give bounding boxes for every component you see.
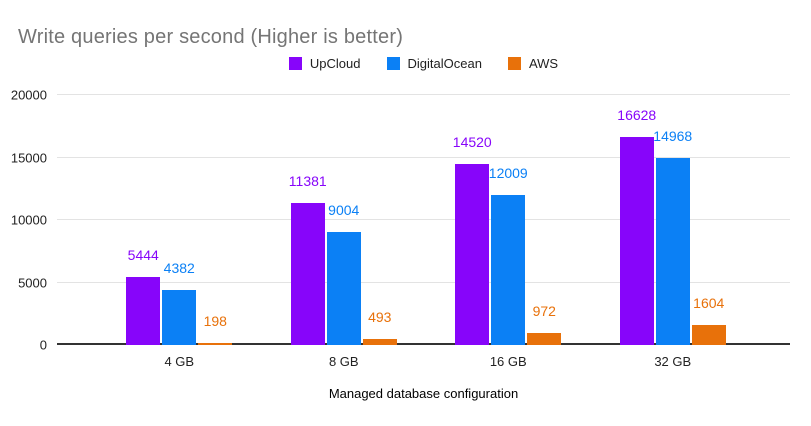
legend-swatch-icon (386, 56, 400, 70)
bar-slot: 16628 (617, 95, 657, 345)
legend-item-upcloud: UpCloud (288, 55, 361, 71)
value-label: 972 (532, 302, 556, 319)
legend-item-digitalocean: DigitalOcean (386, 55, 482, 71)
legend-label: UpCloud (309, 55, 361, 71)
bar-aws (527, 332, 562, 345)
bar-aws (362, 338, 397, 345)
bar-slot: 11381 (288, 95, 327, 345)
bar-upcloud (290, 202, 325, 345)
bar-group-16gb: 14520 12009 972 16 GB (426, 95, 591, 369)
legend-label: AWS (528, 55, 559, 71)
value-label: 4382 (163, 260, 195, 277)
bar-upcloud (619, 137, 654, 345)
bar-slot: 1604 (691, 95, 726, 345)
x-axis-baseline (57, 343, 790, 345)
y-axis-tick-label: 15000 (10, 150, 47, 165)
bar-group-8gb: 11381 9004 493 8 GB (262, 95, 427, 369)
chart-title: Write queries per second (Higher is bett… (18, 26, 404, 48)
value-label: 14968 (653, 127, 693, 144)
bar-slot: 198 (198, 95, 233, 345)
bar-slot: 9004 (326, 95, 361, 345)
bar-upcloud (126, 276, 161, 345)
bar-slot: 12009 (488, 95, 528, 345)
legend-swatch-icon (507, 56, 521, 70)
bar-aws (198, 342, 233, 345)
y-axis-tick-label: 10000 (10, 212, 47, 228)
bar-slot: 972 (527, 95, 562, 345)
value-label: 9004 (328, 202, 360, 219)
plot-area: 5444 4382 198 4 GB 11381 9004 493 8 GB 14520 1200… (11, 89, 790, 369)
bar-digitalocean (655, 157, 690, 345)
category-label: 32 GB (654, 354, 692, 369)
gridline (57, 281, 790, 283)
gridline (57, 94, 790, 95)
bar-digitalocean (491, 194, 526, 345)
value-label: 16628 (617, 107, 657, 124)
y-axis-tick-label: 5000 (18, 275, 47, 290)
bar-group-32gb: 16628 14968 1604 32 GB (591, 95, 756, 369)
bar-group-4gb: 5444 4382 198 4 GB (97, 95, 262, 369)
bar-slot: 493 (362, 95, 397, 345)
legend-swatch-icon (288, 56, 302, 70)
gridline (57, 156, 790, 158)
legend-item-aws: AWS (507, 55, 559, 71)
y-axis-tick-label: 0 (39, 337, 47, 353)
x-axis-title: Managed database configuration (328, 386, 519, 401)
y-axis-tick-label: 20000 (10, 87, 47, 103)
value-label: 198 (203, 312, 227, 329)
value-label: 12009 (488, 164, 528, 181)
bar-upcloud (455, 163, 490, 345)
value-label: 493 (368, 308, 392, 325)
category-label: 4 GB (164, 354, 195, 369)
bar-slot: 14520 (452, 95, 492, 345)
bar-slot: 5444 (126, 95, 161, 345)
bar-slot: 4382 (162, 95, 197, 345)
value-label: 1604 (693, 294, 725, 311)
legend: UpCloud DigitalOcean AWS (57, 55, 790, 71)
bar-digitalocean (326, 232, 361, 345)
category-label: 8 GB (328, 354, 359, 369)
bar-groups: 5444 4382 198 4 GB 11381 9004 493 8 GB 14520 1200… (97, 95, 756, 369)
bar-digitalocean (162, 290, 197, 345)
legend-label: DigitalOcean (407, 55, 482, 71)
value-label: 11381 (288, 172, 327, 189)
category-label: 16 GB (489, 354, 527, 369)
value-label: 5444 (127, 246, 159, 263)
gridline (57, 219, 790, 220)
bar-aws (691, 324, 726, 345)
bar-slot: 14968 (653, 95, 693, 345)
value-label: 14520 (452, 133, 492, 150)
